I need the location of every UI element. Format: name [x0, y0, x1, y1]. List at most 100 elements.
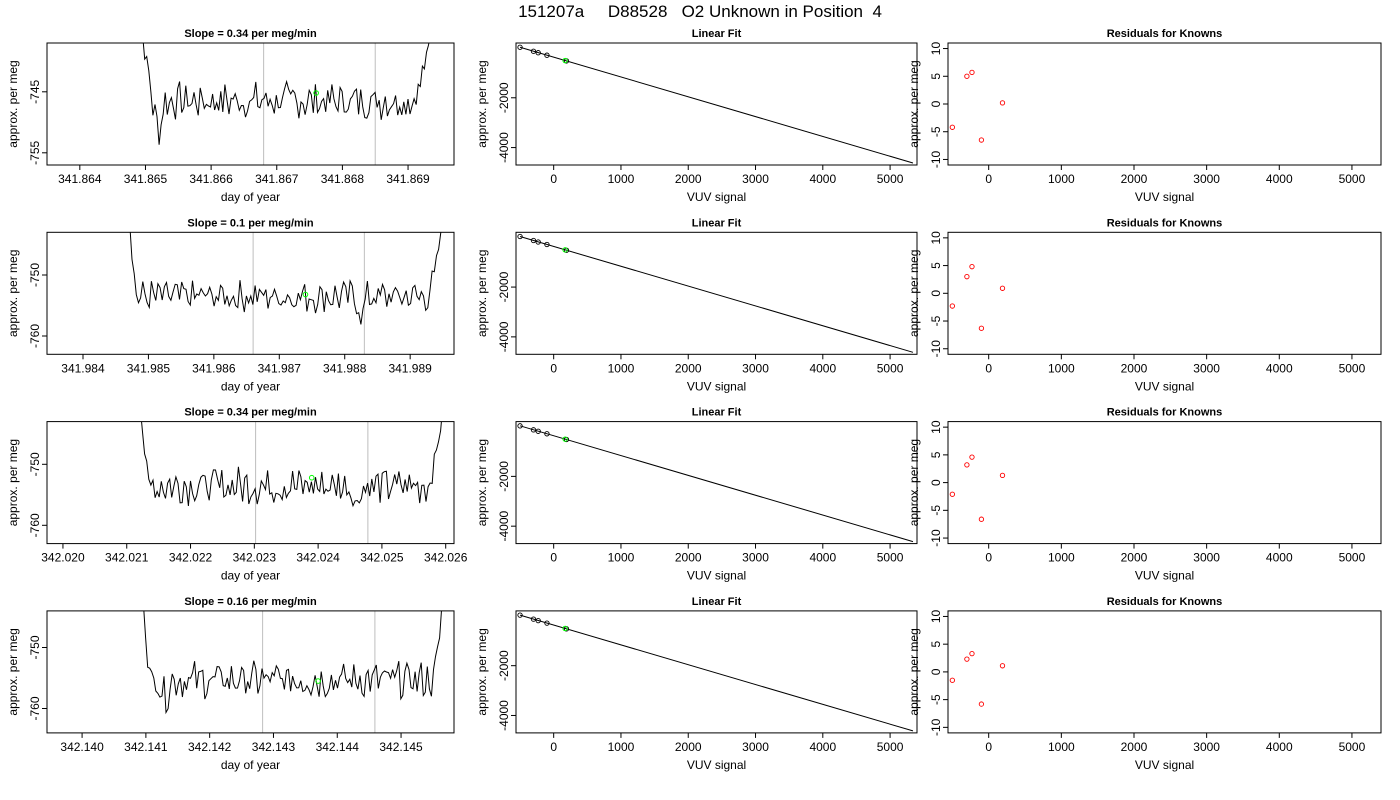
y-tick-label: -5 — [929, 315, 943, 326]
y-tick-label: -5 — [929, 694, 943, 705]
residual-point — [949, 491, 956, 497]
residual-point — [969, 69, 975, 76]
x-tick-label: 4000 — [1266, 551, 1293, 565]
residual-point — [999, 285, 1006, 291]
data-point — [530, 616, 537, 622]
y-tick-label: 0 — [929, 668, 943, 675]
plot-frame — [515, 421, 918, 545]
y-tick-label: -745 — [28, 79, 42, 103]
panel-residuals-row-1: Residuals for Knowns 0 1000 2000 3000 4000 500… — [907, 28, 1382, 204]
y-tick-label: -760 — [28, 696, 42, 720]
data-point — [530, 237, 537, 244]
fit-line — [519, 236, 914, 353]
x-tick-label: 342.026 — [424, 551, 468, 565]
x-tick-label: 3000 — [742, 740, 769, 754]
plot-area — [517, 423, 914, 543]
y-tick-label: -760 — [28, 324, 42, 348]
residual-point — [978, 137, 985, 143]
x-tick-label: 2000 — [675, 740, 702, 754]
residual-point — [969, 650, 975, 657]
x-tick-label: 4000 — [1266, 740, 1293, 754]
x-tick-label: 5000 — [1339, 551, 1366, 565]
page-title: 151207a D88528 O2 Unknown in Position 4 — [518, 2, 882, 21]
y-tick-label: 10 — [929, 231, 943, 245]
x-axis-label: VUV signal — [1135, 758, 1194, 772]
residual-point — [978, 701, 985, 707]
fit-line — [519, 425, 914, 543]
x-tick-label: 341.864 — [58, 172, 102, 186]
x-axis-label: day of year — [221, 569, 280, 583]
y-tick-label: 5 — [929, 73, 943, 80]
y-tick-label: 0 — [929, 100, 943, 107]
panel-title: Linear Fit — [692, 217, 742, 229]
x-tick-label: 2000 — [1121, 361, 1148, 375]
residual-point — [969, 264, 975, 270]
plot-area — [517, 233, 914, 353]
panel-residuals-row-3: Residuals for Knowns 0 1000 2000 3000 4000 500… — [907, 407, 1382, 583]
panel-title: Slope = 0.16 per meg/min — [184, 596, 317, 608]
plot-area — [949, 264, 1006, 331]
x-tick-label: 2000 — [1121, 551, 1148, 565]
x-axis-label: VUV signal — [1135, 190, 1194, 204]
panel-time-series-row-4: Slope = 0.16 per meg/min 342.140 342.141 34… — [6, 596, 455, 772]
y-tick-label: 10 — [929, 420, 943, 434]
x-tick-label: 3000 — [742, 551, 769, 565]
data-point — [544, 431, 550, 437]
residual-point — [949, 677, 956, 683]
x-tick-label: 342.142 — [188, 740, 232, 754]
data-point — [535, 428, 541, 434]
highlight-point — [313, 90, 319, 96]
x-tick-label: 1000 — [1048, 361, 1075, 375]
panel-linear-fit-row-3: Linear Fit 0 1000 2000 3000 4000 5000 -2000 -400… — [475, 407, 918, 583]
x-axis-label: VUV signal — [1135, 569, 1194, 583]
panel-title: Residuals for Knowns — [1107, 28, 1223, 40]
y-tick-label: 5 — [929, 451, 943, 458]
panel-title: Residuals for Knowns — [1107, 596, 1223, 608]
x-tick-label: 5000 — [877, 361, 904, 375]
x-tick-label: 342.145 — [379, 740, 423, 754]
plot-frame — [947, 421, 1382, 545]
data-point — [544, 52, 550, 58]
panel-time-series-row-2: Slope = 0.1 per meg/min 341.984 341.985 341… — [6, 217, 455, 393]
x-tick-label: 341.984 — [61, 361, 105, 375]
x-tick-label: 342.025 — [360, 551, 404, 565]
x-tick-label: 0 — [550, 551, 557, 565]
x-tick-label: 0 — [985, 172, 992, 186]
y-tick-label: -2000 — [497, 461, 511, 492]
data-point — [517, 233, 523, 240]
residual-point — [964, 462, 970, 468]
panel-title: Slope = 0.34 per meg/min — [184, 407, 317, 419]
highlight-point — [562, 625, 568, 632]
y-tick-label: -2000 — [497, 82, 511, 113]
x-tick-label: 341.867 — [255, 172, 299, 186]
data-point — [544, 620, 550, 626]
x-tick-label: 0 — [550, 361, 557, 375]
y-tick-label: -10 — [929, 150, 943, 168]
y-tick-label: -4000 — [497, 700, 511, 731]
x-tick-label: 1000 — [1048, 172, 1075, 186]
y-tick-label: -10 — [929, 340, 943, 358]
plot-area — [142, 43, 430, 165]
x-axis-label: day of year — [221, 190, 280, 204]
highlight-point — [308, 474, 315, 481]
y-tick-label: -750 — [28, 635, 42, 659]
y-axis-label: approx. per meg — [907, 60, 921, 147]
series-line — [142, 43, 430, 145]
y-axis-label: approx. per meg — [907, 628, 921, 715]
x-axis-label: VUV signal — [687, 569, 746, 583]
x-tick-label: 5000 — [877, 551, 904, 565]
x-tick-label: 342.140 — [60, 740, 104, 754]
panel-linear-fit-row-1: Linear Fit 0 1000 2000 3000 4000 5000 -2000 -400… — [475, 28, 918, 204]
y-tick-label: 5 — [929, 641, 943, 648]
panel-title: Slope = 0.34 per meg/min — [184, 28, 317, 40]
plot-frame — [46, 231, 455, 355]
x-tick-label: 342.141 — [124, 740, 168, 754]
x-tick-label: 2000 — [675, 551, 702, 565]
x-tick-label: 1000 — [1048, 740, 1075, 754]
x-tick-label: 342.022 — [169, 551, 213, 565]
data-point — [517, 44, 523, 50]
highlight-point — [562, 436, 568, 442]
x-tick-label: 5000 — [1339, 361, 1366, 375]
x-tick-label: 341.869 — [386, 172, 430, 186]
plot-frame — [46, 610, 455, 734]
